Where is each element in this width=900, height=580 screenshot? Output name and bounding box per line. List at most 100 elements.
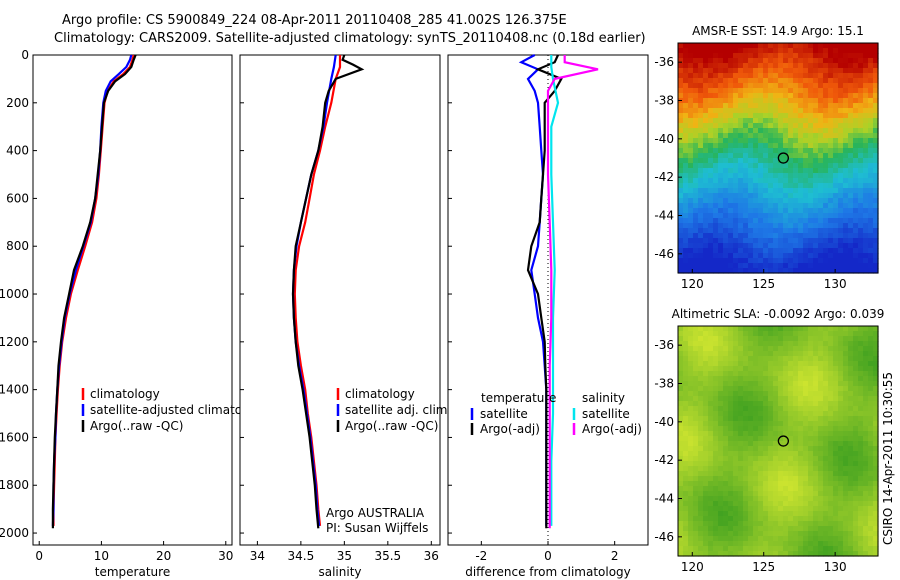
map-cell xyxy=(788,376,794,382)
map-cell xyxy=(853,63,859,69)
map-cell xyxy=(813,253,819,259)
map-cell xyxy=(743,421,749,427)
map-cell xyxy=(853,461,859,467)
map-cell xyxy=(793,233,799,239)
map-cell xyxy=(733,441,739,447)
map-cell xyxy=(748,233,754,239)
map-cell xyxy=(688,506,694,512)
map-cell xyxy=(678,541,684,547)
map-cell xyxy=(778,88,784,94)
map-cell xyxy=(758,526,764,532)
map-cell xyxy=(793,223,799,229)
map-cell xyxy=(783,268,789,274)
map-cell xyxy=(833,546,839,552)
map-cell xyxy=(708,531,714,537)
map-cell xyxy=(828,228,834,234)
map-cell xyxy=(778,193,784,199)
map-cell xyxy=(873,53,879,59)
map-cell xyxy=(798,431,804,437)
map-cell xyxy=(773,233,779,239)
map-cell xyxy=(678,268,684,274)
map-cell xyxy=(728,193,734,199)
map-cell xyxy=(873,263,879,269)
map-cell xyxy=(693,73,699,79)
y-tick-label: -40 xyxy=(654,415,674,429)
x-tick-label: 34.5 xyxy=(288,549,315,563)
map-cell xyxy=(813,466,819,472)
map-cell xyxy=(743,431,749,437)
map-cell xyxy=(783,58,789,64)
map-cell xyxy=(753,88,759,94)
map-cell xyxy=(773,258,779,264)
map-cell xyxy=(833,366,839,372)
map-cell xyxy=(723,203,729,209)
map-cell xyxy=(848,213,854,219)
map-cell xyxy=(708,173,714,179)
map-cell xyxy=(698,178,704,184)
map-cell xyxy=(693,481,699,487)
map-cell xyxy=(763,263,769,269)
map-cell xyxy=(823,371,829,377)
map-cell xyxy=(698,416,704,422)
map-cell xyxy=(873,218,879,224)
map-cell xyxy=(868,128,874,134)
map-cell xyxy=(773,133,779,139)
map-cell xyxy=(853,501,859,507)
map-cell xyxy=(708,158,714,164)
map-cell xyxy=(808,351,814,357)
map-cell xyxy=(713,88,719,94)
map-cell xyxy=(718,351,724,357)
map-cell xyxy=(833,263,839,269)
map-cell xyxy=(853,143,859,149)
map-cell xyxy=(748,346,754,352)
map-cell xyxy=(873,361,879,367)
map-cell xyxy=(733,98,739,104)
map-cell xyxy=(713,213,719,219)
map-cell xyxy=(763,506,769,512)
map-cell xyxy=(863,336,869,342)
map-cell xyxy=(768,336,774,342)
map-cell xyxy=(723,386,729,392)
map-cell xyxy=(748,103,754,109)
map-cell xyxy=(693,178,699,184)
map-cell xyxy=(693,103,699,109)
map-cell xyxy=(838,113,844,119)
map-cell xyxy=(793,263,799,269)
map-cell xyxy=(823,331,829,337)
map-cell xyxy=(838,541,844,547)
map-cell xyxy=(733,456,739,462)
map-cell xyxy=(798,451,804,457)
map-cell xyxy=(743,486,749,492)
map-cell xyxy=(763,133,769,139)
map-cell xyxy=(733,153,739,159)
y-tick-label: -38 xyxy=(654,94,674,108)
map-cell xyxy=(753,356,759,362)
map-cell xyxy=(793,203,799,209)
map-cell xyxy=(688,263,694,269)
map-cell xyxy=(833,268,839,274)
y-tick-label: 600 xyxy=(6,191,29,205)
map-cell xyxy=(833,531,839,537)
map-cell xyxy=(853,476,859,482)
map-cell xyxy=(723,496,729,502)
map-cell xyxy=(833,168,839,174)
map-cell xyxy=(833,371,839,377)
map-cell xyxy=(813,258,819,264)
map-cell xyxy=(778,386,784,392)
map-cell xyxy=(688,178,694,184)
map-cell xyxy=(763,486,769,492)
map-cell xyxy=(683,118,689,124)
map-cell xyxy=(833,223,839,229)
map-cell xyxy=(788,53,794,59)
map-cell xyxy=(843,436,849,442)
map-cell xyxy=(723,223,729,229)
map-cell xyxy=(738,496,744,502)
map-cell xyxy=(763,108,769,114)
map-cell xyxy=(763,253,769,259)
map-cell xyxy=(778,496,784,502)
map-cell xyxy=(858,128,864,134)
map-cell xyxy=(848,351,854,357)
map-cell xyxy=(818,536,824,542)
map-cell xyxy=(838,53,844,59)
map-cell xyxy=(698,203,704,209)
